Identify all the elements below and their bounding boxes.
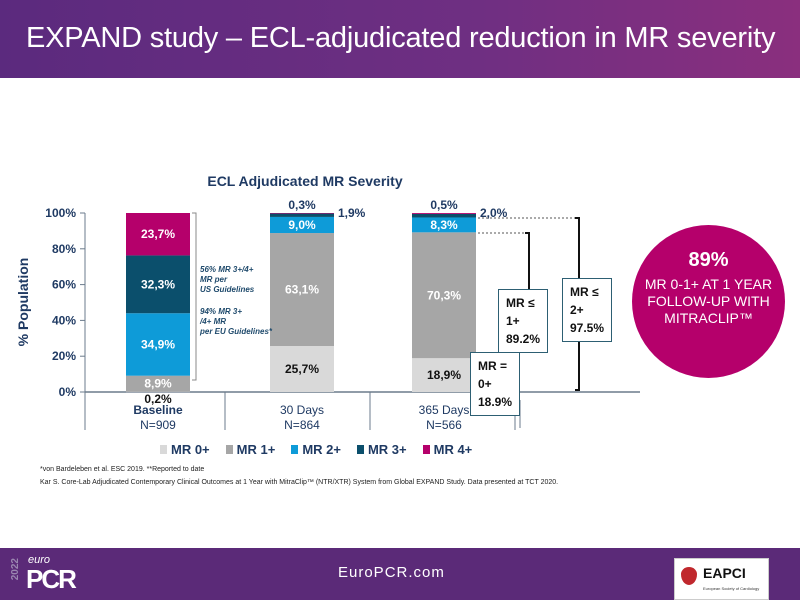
data-label: 8,9%: [144, 377, 172, 391]
annotation-mr0: MR = 0+ 18.9%: [470, 352, 521, 416]
data-label: 8,3%: [430, 218, 458, 232]
y-tick-label: 60%: [52, 278, 76, 292]
legend-swatch: [291, 445, 299, 454]
legend-swatch: [356, 445, 364, 454]
bar-segment: [270, 233, 334, 346]
legend-label: MR 4+: [433, 442, 473, 457]
data-label: 32,3%: [141, 277, 175, 291]
data-label: 9,0%: [288, 218, 316, 232]
bar-segment: [412, 217, 476, 233]
heart-icon: [681, 567, 697, 585]
bar-segment: [412, 213, 476, 214]
slide-title: EXPAND study – ECL-adjudicated reduction…: [26, 22, 776, 54]
legend-item: MR 1+: [225, 442, 276, 457]
x-tick-n: N=864: [284, 418, 320, 432]
website-link[interactable]: EuroPCR.com: [338, 564, 445, 581]
legend-label: MR 3+: [367, 442, 407, 457]
y-tick-label: 20%: [52, 349, 76, 363]
reference: Kar S. Core-Lab Adjudicated Contemporary…: [40, 479, 559, 486]
bar-segment: [126, 375, 190, 392]
annotation-mr1: MR ≤1+ 89.2%: [498, 289, 549, 353]
y-tick-label: 80%: [52, 242, 76, 256]
footnote: *von Bardeleben et al. ESC 2019. **Repor…: [40, 466, 205, 473]
footer: 2022 euro PCR EuroPCR.com EAPCI European…: [0, 548, 800, 600]
legend-swatch: [160, 445, 167, 454]
eu-guideline-note: 94% MR 3+/4+ MR per EU Guidelines*: [199, 307, 273, 336]
x-tick-label: 30 Days: [280, 403, 324, 417]
eapci-logo: EAPCI European Society of Cardiology: [674, 558, 769, 600]
legend-item: MR 0+: [160, 442, 210, 457]
data-label: 2,0%: [480, 206, 508, 220]
title-bar: EXPAND study – ECL-adjudicated reduction…: [0, 0, 800, 78]
legend-item: MR 4+: [422, 442, 473, 457]
bar-segment: [412, 358, 476, 392]
x-tick-n: N=909: [140, 418, 176, 432]
legend-label: MR 2+: [302, 442, 341, 457]
bar-segment: [412, 213, 476, 218]
bar-segment: [270, 345, 334, 392]
bar-segment: [270, 216, 334, 234]
legend-swatch: [422, 445, 430, 454]
data-label: 1,9%: [338, 206, 366, 220]
data-label: 0,2%: [144, 392, 172, 406]
bar-segment: [412, 232, 476, 359]
data-label: 70,3%: [427, 288, 461, 302]
y-tick-label: 0%: [59, 385, 77, 399]
data-label: 63,1%: [285, 283, 319, 297]
x-tick-label: 365 Days: [419, 403, 470, 417]
data-label: 0,3%: [288, 198, 316, 212]
x-tick-label: Baseline: [133, 403, 183, 417]
data-label: 34,9%: [141, 337, 175, 351]
data-label: 0,5%: [430, 198, 458, 212]
y-tick-label: 40%: [52, 313, 76, 327]
legend-item: MR 2+: [291, 442, 341, 457]
bar-segment: [270, 213, 334, 217]
bar-segment: [270, 213, 334, 214]
data-label: 23,7%: [141, 227, 175, 241]
data-label: 25,7%: [285, 362, 319, 376]
stacked-bar-chart: ECL Adjudicated MR Severity % Population 0…: [15, 173, 640, 432]
chart-title: ECL Adjudicated MR Severity: [207, 173, 402, 189]
y-axis-label: % Population: [15, 258, 31, 347]
highlight-callout: 89% MR 0-1+ AT 1 YEAR FOLLOW-UP WITH MITRA…: [632, 225, 785, 378]
annotation-mr2: MR ≤2+ 97.5%: [562, 278, 613, 342]
chart-legend: MR 0+ MR 1+ MR 2+ MR 3+ MR 4+: [160, 442, 472, 457]
callout-value: 89%: [688, 249, 729, 271]
x-tick-n: N=566: [426, 418, 462, 432]
legend-label: MR 0+: [171, 442, 210, 457]
legend-item: MR 3+: [356, 442, 407, 457]
baseline-bracket: [192, 212, 197, 381]
us-guideline-note: 56% MR 3+/4+ MR per US Guidelines: [200, 265, 255, 294]
bar-segment: [126, 255, 190, 314]
bar-segment: [126, 391, 190, 393]
legend-label: MR 1+: [236, 442, 276, 457]
bar-segment: [126, 213, 190, 256]
bar-segment: [126, 313, 190, 376]
y-tick-label: 100%: [45, 206, 76, 220]
data-label: 18,9%: [427, 368, 461, 382]
legend-swatch: [225, 445, 233, 454]
